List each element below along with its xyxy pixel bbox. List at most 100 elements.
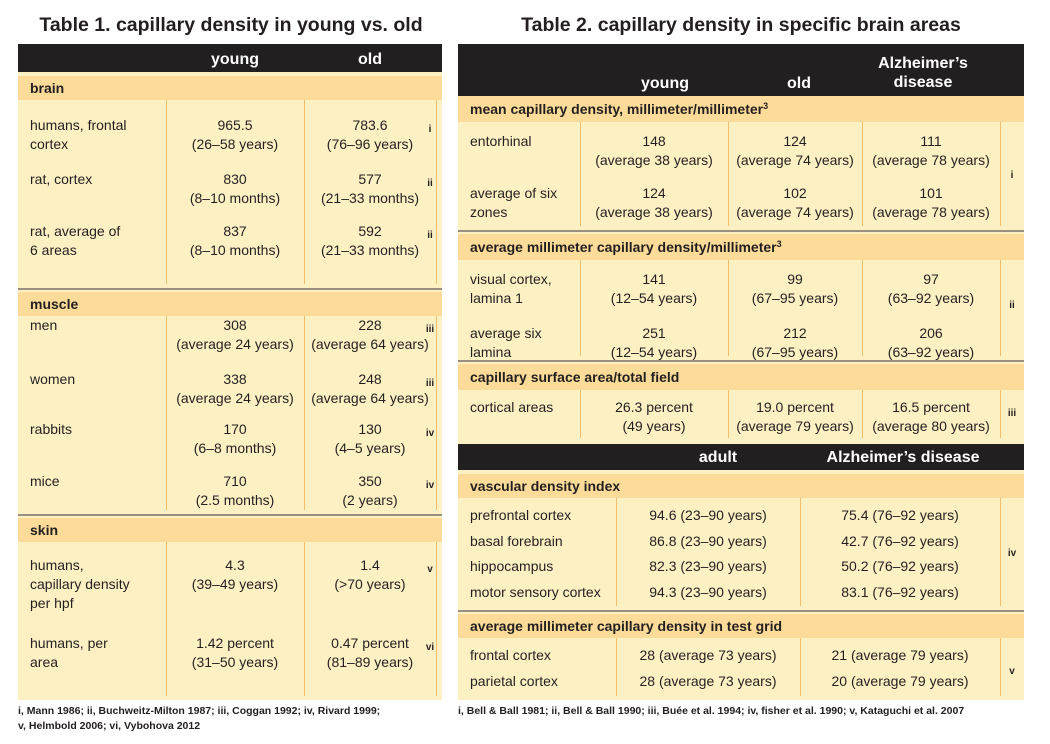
young-value: 965.5 (26–58 years) bbox=[166, 116, 304, 154]
text-line: (average 64 years) bbox=[311, 390, 429, 406]
alzheimers-value: 16.5 percent (average 80 years) bbox=[862, 398, 1000, 436]
text-line: (average 64 years) bbox=[311, 336, 429, 352]
old-value: 99 (67–95 years) bbox=[728, 270, 862, 308]
table2-header: young old Alzheimer’s disease bbox=[458, 44, 1024, 96]
section-label: capillary surface area/total field bbox=[470, 369, 680, 385]
reference-marker: i bbox=[428, 124, 432, 135]
young-value: 338 (average 24 years) bbox=[166, 370, 304, 408]
alzheimers-value: 206 (63–92 years) bbox=[862, 324, 1000, 362]
young-value: 251 (12–54 years) bbox=[580, 324, 728, 362]
text-line: (average 38 years) bbox=[595, 152, 713, 168]
row-label: humans, capillary density per hpf bbox=[30, 556, 130, 613]
text-line: lamina bbox=[470, 344, 512, 360]
text-line: (8–10 months) bbox=[189, 242, 281, 258]
column-divider bbox=[166, 316, 167, 510]
text-line: humans, bbox=[30, 557, 84, 573]
column-divider bbox=[1000, 122, 1001, 226]
text-line: 16.5 percent bbox=[892, 399, 970, 415]
text-line: 99 bbox=[787, 271, 803, 287]
text-line: 1.42 percent bbox=[196, 635, 274, 651]
column-divider bbox=[304, 542, 305, 696]
row-label: entorhinal bbox=[470, 132, 532, 151]
text-line: (average 78 years) bbox=[872, 152, 990, 168]
text-line: (31–50 years) bbox=[191, 654, 279, 670]
adult-value: 86.8 (23–90 years) bbox=[649, 532, 767, 549]
table1-title: Table 1. capillary density in young vs. … bbox=[39, 14, 423, 36]
old-value: 19.0 percent (average 79 years) bbox=[728, 398, 862, 436]
old-value: 102 (average 74 years) bbox=[728, 184, 862, 222]
alzheimers-value: 21 (average 79 years) bbox=[831, 647, 969, 663]
adult-value: 94.6 (23–90 years) bbox=[649, 507, 767, 523]
text-line: 212 bbox=[783, 325, 807, 341]
alzheimers-value: 20 (average 79 years) bbox=[831, 672, 969, 689]
text-line: (4–5 years) bbox=[334, 440, 406, 456]
text-line: (2.5 months) bbox=[195, 492, 275, 508]
adult-value: 94.3 (23–90 years) bbox=[649, 583, 767, 600]
text-line: 830 bbox=[223, 171, 247, 187]
text-line: women bbox=[30, 371, 76, 387]
text-line: (average 74 years) bbox=[736, 204, 854, 220]
text-line: 19.0 percent bbox=[756, 399, 834, 415]
young-value: 170 (6–8 months) bbox=[166, 420, 304, 458]
column-divider bbox=[616, 638, 617, 696]
row-label: humans, frontal cortex bbox=[30, 116, 127, 154]
reference-marker: ii bbox=[427, 178, 433, 189]
row-label: parietal cortex bbox=[470, 672, 558, 689]
alzheimers-value: 83.1 (76–92 years) bbox=[841, 583, 959, 600]
text-line: zones bbox=[470, 204, 508, 220]
text-line: (76–96 years) bbox=[326, 136, 414, 152]
text-line: capillary density bbox=[30, 576, 130, 592]
text-line: (63–92 years) bbox=[887, 290, 975, 306]
column-divider bbox=[580, 122, 581, 226]
text-line: rat, average of bbox=[30, 223, 121, 239]
col-old-header: old bbox=[787, 75, 811, 92]
column-divider bbox=[728, 260, 729, 356]
column-divider bbox=[800, 638, 801, 696]
col-adult-header: adult bbox=[698, 449, 738, 466]
section-header: muscle bbox=[18, 292, 442, 316]
old-value: 228 (average 64 years) bbox=[304, 316, 436, 354]
column-divider bbox=[728, 122, 729, 226]
column-divider bbox=[166, 542, 167, 696]
text-line: average of six bbox=[470, 185, 558, 201]
col-young-header: young bbox=[211, 51, 259, 68]
column-divider bbox=[862, 122, 863, 226]
old-value: 1.4 (>70 years) bbox=[304, 556, 436, 594]
section-header: capillary surface area/total field bbox=[458, 364, 1024, 390]
alzheimers-value: 97 (63–92 years) bbox=[862, 270, 1000, 308]
column-divider bbox=[580, 390, 581, 438]
text-line: 4.3 bbox=[225, 557, 245, 573]
text-line: 26.3 percent bbox=[615, 399, 693, 415]
column-divider bbox=[436, 316, 437, 510]
text-line: (6–8 months) bbox=[193, 440, 277, 456]
text-line: entorhinal bbox=[470, 133, 532, 149]
young-value: 1.42 percent (31–50 years) bbox=[166, 634, 304, 672]
young-value: 141 (12–54 years) bbox=[580, 270, 728, 308]
column-divider bbox=[800, 498, 801, 606]
reference-marker: v bbox=[1009, 666, 1015, 677]
table1-footnote: i, Mann 1986; ii, Buchweitz-Milton 1987;… bbox=[18, 705, 381, 732]
row-label: prefrontal cortex bbox=[470, 507, 572, 523]
text-line: rat, cortex bbox=[30, 171, 93, 187]
text-line: per hpf bbox=[30, 595, 74, 611]
old-value: 130 (4–5 years) bbox=[304, 420, 436, 458]
alzheimers-value: 75.4 (76–92 years) bbox=[841, 507, 959, 523]
row-label: frontal cortex bbox=[470, 647, 551, 663]
text-line: (67–95 years) bbox=[751, 290, 839, 306]
text-line: (average 74 years) bbox=[736, 152, 854, 168]
column-divider bbox=[616, 498, 617, 606]
text-line: 148 bbox=[642, 133, 666, 149]
text-line: 592 bbox=[358, 223, 382, 239]
column-divider bbox=[1000, 260, 1001, 356]
text-line: average six bbox=[470, 325, 542, 341]
table2: young old Alzheimer’s disease mean capill… bbox=[458, 44, 1024, 700]
old-value: 248 (average 64 years) bbox=[304, 370, 436, 408]
young-value: 148 (average 38 years) bbox=[580, 132, 728, 170]
row-label: hippocampus bbox=[470, 558, 554, 574]
column-divider bbox=[304, 100, 305, 284]
adult-value: 28 (average 73 years) bbox=[639, 647, 777, 663]
text-line: (average 24 years) bbox=[176, 336, 294, 352]
text-line: humans, per bbox=[30, 635, 108, 651]
column-divider bbox=[1000, 498, 1001, 606]
old-value: 212 (67–95 years) bbox=[728, 324, 862, 362]
